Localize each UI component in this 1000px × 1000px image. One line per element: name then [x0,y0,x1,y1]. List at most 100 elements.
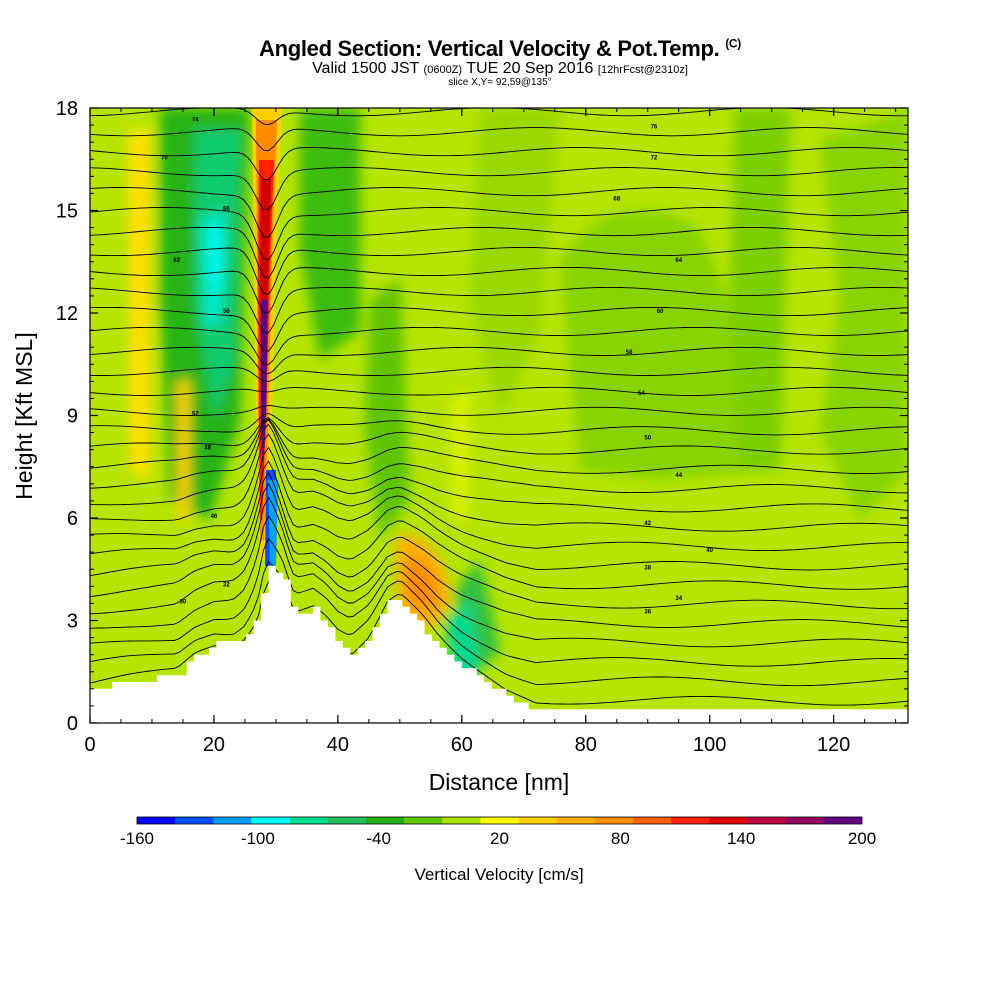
theta-contour-label: 76 [651,125,658,131]
theta-contour-line [90,187,908,239]
y-tick-label: 6 [67,508,78,530]
colorbar-segment [327,817,367,824]
theta-contour-label: 46 [211,514,218,520]
theta-contour-line [90,560,908,687]
colorbar-ticks: -160 -100 -40 20 80 140 200 [120,829,876,848]
theta-contour-label: 40 [706,548,713,554]
colorbar-tick-label: -100 [241,829,275,848]
theta-contours [90,108,908,706]
theta-contour-line [90,386,908,396]
theta-contour-line [90,326,908,366]
theta-contour-line [90,207,908,261]
y-tick-label: 0 [67,713,78,735]
theta-contour-line [90,246,908,296]
terrain [90,565,908,723]
colorbar-segment [594,817,634,824]
theta-contour-line [90,482,908,610]
y-tick-label: 3 [67,611,78,633]
theta-contour-line [90,460,908,571]
valid-date: TUE 20 Sep 2016 [466,60,594,77]
colorbar-frame [136,816,863,825]
theta-contour-label: 34 [675,596,682,602]
x-tick-label: 40 [327,734,349,756]
colorbar-segment [213,817,252,824]
theta-contour-label: 72 [651,155,658,161]
theta-contour-label: 32 [223,582,230,588]
theta-contour-line [90,405,908,416]
y-tick-label: 18 [56,98,78,120]
colorbar-segment [823,817,863,824]
theta-contour-label: 64 [675,258,682,264]
theta-contour-line [90,127,908,152]
theta-contour-label: 44 [675,473,682,479]
theta-contour-label: 70 [161,155,168,161]
x-tick-label: 60 [451,734,473,756]
x-tick-label: 80 [575,734,597,756]
theta-contour-line [90,433,908,532]
theta-contour-line [90,413,908,436]
theta-contour-label: 74 [192,118,199,124]
theta-contour-line [90,366,908,383]
theta-contour-label: 58 [626,350,633,356]
x-axis: 0 20 40 60 80 100 120 [84,108,897,756]
theta-contour-line [90,446,908,552]
theta-contour-label: 30 [180,599,187,605]
y-tick-label: 15 [56,201,78,223]
colorbar-segment [289,817,329,824]
theta-contour-line [90,286,908,334]
theta-contour-label: 54 [638,391,645,397]
theta-contour-label: 50 [644,435,651,441]
theta-contour-line [90,515,908,648]
theta-contour-line [90,346,908,375]
theta-contour-label: 56 [223,309,230,315]
colorbar-tick-label: 80 [611,829,630,848]
colorbar-segment [747,817,786,824]
theta-contour-label: 36 [644,610,651,616]
updraft-peak [261,300,268,470]
theta-contour-label: 38 [644,565,651,571]
theta-contour-line [90,167,908,211]
x-tick-label: 0 [84,734,95,756]
x-tick-label: 20 [203,734,225,756]
theta-contour-line [90,147,908,181]
colorbar-segment [785,817,825,824]
theta-contour-label: 68 [613,196,620,202]
colorbar-segment [556,817,596,824]
colorbar-segment [175,817,214,824]
theta-contour-label: 42 [644,521,651,527]
colorbar-tick-label: -40 [366,829,391,848]
x-tick-label: 120 [817,734,850,756]
theta-contour-line [90,423,908,513]
y-tick-label: 9 [67,406,78,428]
theta-contour-label: 48 [204,446,211,452]
colorbar-segment [671,817,710,824]
theta-contour-line [90,266,908,314]
theta-contour-label: 66 [223,207,230,213]
theta-contour-line [90,306,908,352]
colorbar-segment [442,817,481,824]
slice-info: slice X,Y= 92,59@135° [448,77,552,88]
colorbar-segment [633,817,672,824]
x-axis-label: Distance [nm] [429,769,570,795]
chart-subtitle: Valid 1500 JST (0600Z) TUE 20 Sep 2016 [… [0,60,1000,78]
chart-title-main: Angled Section: Vertical Velocity & Pot.… [258,36,720,61]
theta-contour-label: 62 [173,258,180,264]
colorbar-segment [404,817,443,824]
theta-contour-label: 52 [192,412,199,418]
colorbar-segment [518,817,558,824]
theta-contour-line [90,418,908,474]
y-axis-label: Height [Kft MSL] [11,332,37,499]
theta-contour-line [90,227,908,279]
chart-title-unit: (C) [725,36,741,51]
colorbar-tick-label: 200 [848,829,876,848]
theta-contour-line [90,419,908,494]
colorbar-tick-label: 140 [727,829,755,848]
theta-contour-labels: 30 32 36 34 38 40 42 44 46 48 50 52 54 56 58 60 62 64 66 68… [161,118,714,616]
colorbar [136,816,863,825]
colorbar-label: Vertical Velocity [cm/s] [414,865,583,884]
colorbar-tick-label: -160 [120,829,154,848]
colorbar-segment [365,817,405,824]
valid-time-utc: (0600Z) [423,64,463,76]
